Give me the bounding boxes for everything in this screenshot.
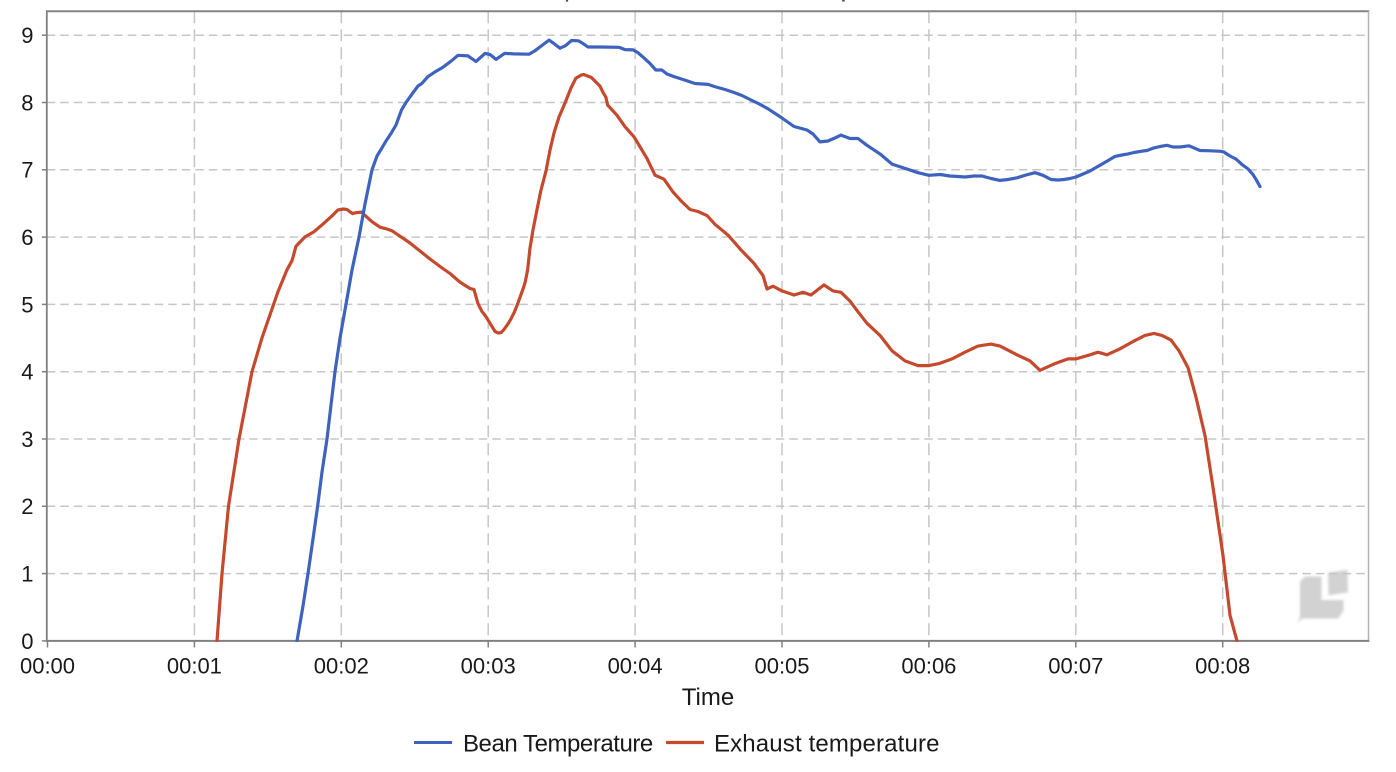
svg-text:00:07: 00:07: [1048, 653, 1103, 678]
svg-text:0: 0: [21, 629, 33, 654]
svg-text:00:00: 00:00: [20, 653, 75, 678]
svg-text:3: 3: [21, 427, 33, 452]
svg-text:9: 9: [21, 23, 33, 48]
svg-text:7: 7: [21, 158, 33, 183]
svg-text:00:03: 00:03: [461, 653, 516, 678]
svg-text:00:04: 00:04: [608, 653, 663, 678]
svg-text:1: 1: [21, 562, 33, 587]
svg-text:00:08: 00:08: [1195, 653, 1250, 678]
svg-text:00:02: 00:02: [314, 653, 369, 678]
svg-text:4: 4: [21, 360, 33, 385]
svg-text:2: 2: [21, 494, 33, 519]
svg-text:Exhaust temperature: Exhaust temperature: [714, 731, 940, 758]
svg-text:Bean Temperature: Bean Temperature: [463, 731, 653, 758]
svg-text:00:06: 00:06: [901, 653, 956, 678]
svg-text:00:05: 00:05: [754, 653, 809, 678]
svg-text:5: 5: [21, 292, 33, 317]
svg-text:8: 8: [21, 90, 33, 115]
svg-text:00:01: 00:01: [167, 653, 222, 678]
svg-text:Time: Time: [682, 684, 734, 711]
svg-text:6: 6: [21, 225, 33, 250]
